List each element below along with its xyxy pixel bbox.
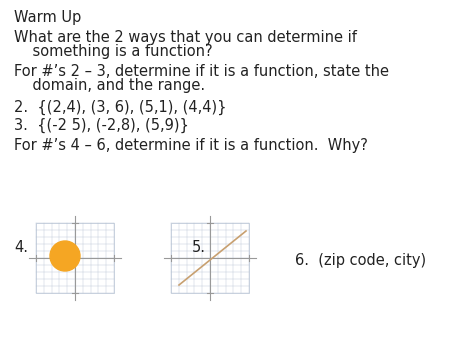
Text: Warm Up: Warm Up: [14, 10, 81, 25]
Text: 6.  (zip code, city): 6. (zip code, city): [295, 253, 426, 268]
Text: 5.: 5.: [192, 240, 206, 255]
Text: 3.  {(-2 5), (-2,8), (5,9)}: 3. {(-2 5), (-2,8), (5,9)}: [14, 118, 189, 133]
Bar: [36, 223, 114, 293]
Text: domain, and the range.: domain, and the range.: [14, 78, 205, 93]
Text: something is a function?: something is a function?: [14, 44, 212, 59]
Text: 4.: 4.: [14, 240, 28, 255]
Text: What are the 2 ways that you can determine if: What are the 2 ways that you can determi…: [14, 30, 357, 45]
Circle shape: [50, 241, 80, 271]
Text: For #’s 2 – 3, determine if it is a function, state the: For #’s 2 – 3, determine if it is a func…: [14, 64, 389, 79]
Text: 2.  {(2,4), (3, 6), (5,1), (4,4)}: 2. {(2,4), (3, 6), (5,1), (4,4)}: [14, 100, 226, 115]
Text: For #’s 4 – 6, determine if it is a function.  Why?: For #’s 4 – 6, determine if it is a func…: [14, 138, 368, 153]
Bar: [171, 223, 249, 293]
